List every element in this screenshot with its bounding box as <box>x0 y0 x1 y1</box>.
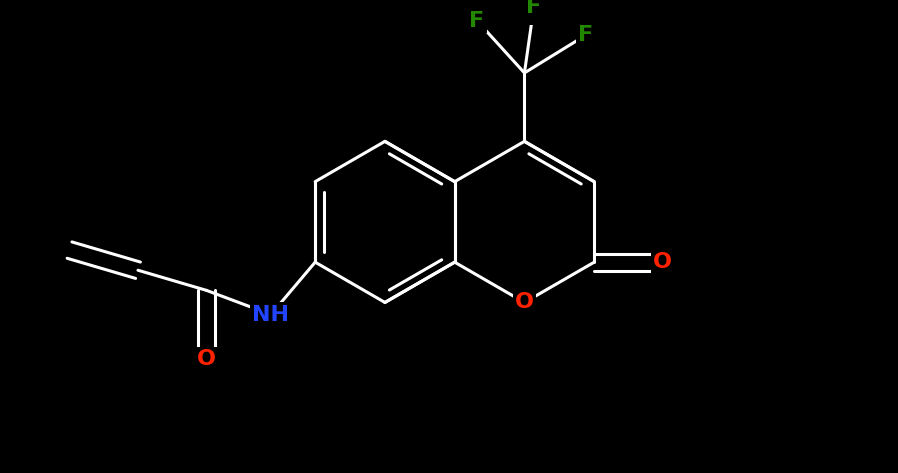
Text: O: O <box>653 252 672 272</box>
Text: NH: NH <box>252 305 289 324</box>
Text: O: O <box>515 292 534 313</box>
Text: F: F <box>470 11 485 31</box>
Text: F: F <box>526 0 541 17</box>
Text: O: O <box>197 349 216 369</box>
Text: F: F <box>578 25 594 45</box>
